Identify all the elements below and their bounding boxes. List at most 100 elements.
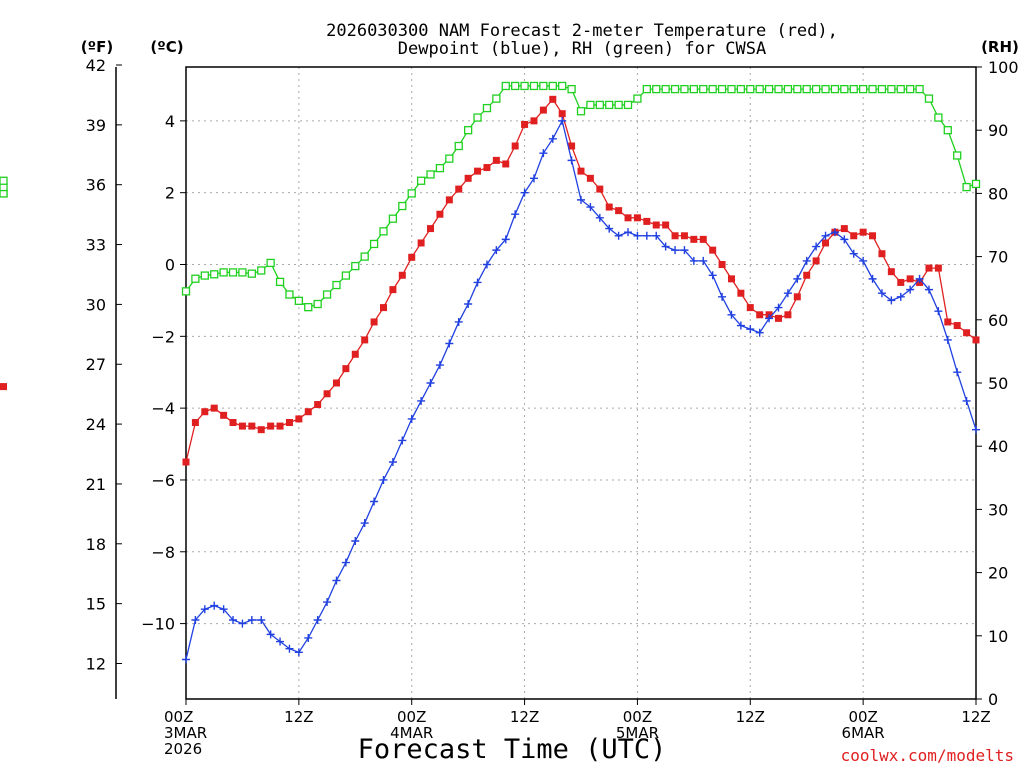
dewpoint-point <box>586 203 595 212</box>
temperature-point <box>285 419 293 426</box>
temperature-point <box>662 221 670 229</box>
rh-point <box>294 296 304 305</box>
temperature-point <box>746 304 754 312</box>
rh-point <box>200 271 209 280</box>
dewpoint-point <box>398 436 407 445</box>
rh-point <box>849 84 858 94</box>
temperature-point <box>257 426 265 434</box>
temperature-point <box>671 232 679 240</box>
x-tick-label: 6MAR <box>842 724 885 742</box>
rh-point <box>680 84 689 94</box>
dewpoint-point <box>511 210 520 219</box>
x-tick-label: 12Z <box>961 708 990 726</box>
dewpoint-point <box>388 458 397 466</box>
rh-point <box>906 84 915 94</box>
dewpoint-point <box>708 271 717 280</box>
dewpoint-point <box>313 616 322 624</box>
celsius-tick-label: −2 <box>151 327 175 346</box>
rh-point <box>558 81 567 91</box>
x-tick-label: 4MAR <box>390 724 433 742</box>
temperature-point <box>812 257 820 265</box>
temperature-point <box>398 271 406 279</box>
temperature-point <box>934 264 942 272</box>
celsius-tick-label: −10 <box>141 615 175 634</box>
temperature-point <box>615 207 623 215</box>
rh-point <box>247 269 256 278</box>
dewpoint-point <box>200 605 209 614</box>
dewpoint-point <box>774 303 783 312</box>
rh-point <box>511 81 520 91</box>
temperature-point <box>624 214 632 222</box>
dewpoint-point <box>699 256 708 265</box>
temperature-point <box>699 235 707 243</box>
temperature-point <box>323 390 331 398</box>
rh-point <box>802 84 811 94</box>
temperature-point <box>361 336 369 344</box>
dewpoint-point <box>341 558 350 567</box>
dewpoint-point <box>285 644 294 653</box>
rh-tick-label: 70 <box>988 248 1008 267</box>
dewpoint-point <box>746 325 755 334</box>
dewpoint-point <box>332 576 341 585</box>
fahrenheit-tick-label: 42 <box>86 56 106 75</box>
temperature-point <box>351 350 359 358</box>
dewpoint-point <box>924 285 933 294</box>
dewpoint-point <box>407 414 416 423</box>
temperature-point <box>822 239 830 247</box>
temperature-point <box>483 164 491 172</box>
dewpoint-point <box>567 156 576 165</box>
rh-point <box>586 100 595 110</box>
dewpoint-point <box>595 213 604 222</box>
dewpoint-point <box>238 619 247 628</box>
dewpoint-point <box>830 228 839 237</box>
temperature-point <box>963 329 971 337</box>
dewpoint-point <box>887 296 896 305</box>
rh-point <box>915 84 924 94</box>
rh-point <box>501 81 510 91</box>
rh-point <box>840 84 849 94</box>
fahrenheit-tick-label: 18 <box>86 535 106 554</box>
rh-point <box>661 84 670 94</box>
temperature-point <box>586 174 594 182</box>
temperature-point <box>558 110 566 118</box>
dewpoint-point <box>445 339 454 348</box>
credit-text: coolwx.com/modelts <box>841 746 1014 765</box>
dewpoint-point <box>520 188 529 197</box>
temperature-point <box>417 239 425 247</box>
rh-point <box>764 84 774 94</box>
dewpoint-point <box>783 289 792 298</box>
rh-point <box>435 163 445 173</box>
dewpoint-point <box>605 224 614 233</box>
rh-point <box>426 170 435 179</box>
rh-tick-label: 30 <box>988 500 1008 519</box>
chart-series <box>0 81 981 664</box>
rh-tick-label: 0 <box>988 690 998 709</box>
temperature-point <box>455 185 463 193</box>
rh-point <box>473 113 482 122</box>
temperature-point <box>850 232 858 240</box>
temperature-point <box>690 235 698 243</box>
temperature-point <box>549 95 557 103</box>
chart-title-line-1: 2026030300 NAM Forecast 2-meter Temperat… <box>326 21 838 41</box>
rh-point <box>228 268 238 277</box>
celsius-unit-label: (ºC) <box>150 38 183 56</box>
rh-point <box>482 103 492 113</box>
dewpoint-point <box>210 601 219 610</box>
dewpoint-point <box>755 328 764 337</box>
rh-tick-label: 40 <box>988 437 1008 456</box>
chart-title-line-2: Dewpoint (blue), RH (green) for CWSA <box>398 39 766 59</box>
temperature-point <box>568 142 576 150</box>
dewpoint-point <box>529 174 538 183</box>
temperature-point <box>304 408 312 416</box>
temperature-point <box>539 106 547 114</box>
fahrenheit-tick-label: 27 <box>86 355 106 374</box>
rh-point <box>670 84 680 94</box>
rh-point <box>755 84 764 94</box>
temperature-point <box>869 232 877 240</box>
dewpoint-point <box>680 246 689 255</box>
dewpoint-point <box>257 616 266 624</box>
rh-point <box>736 84 746 94</box>
rh-point <box>191 274 200 283</box>
dewpoint-point <box>614 231 623 240</box>
